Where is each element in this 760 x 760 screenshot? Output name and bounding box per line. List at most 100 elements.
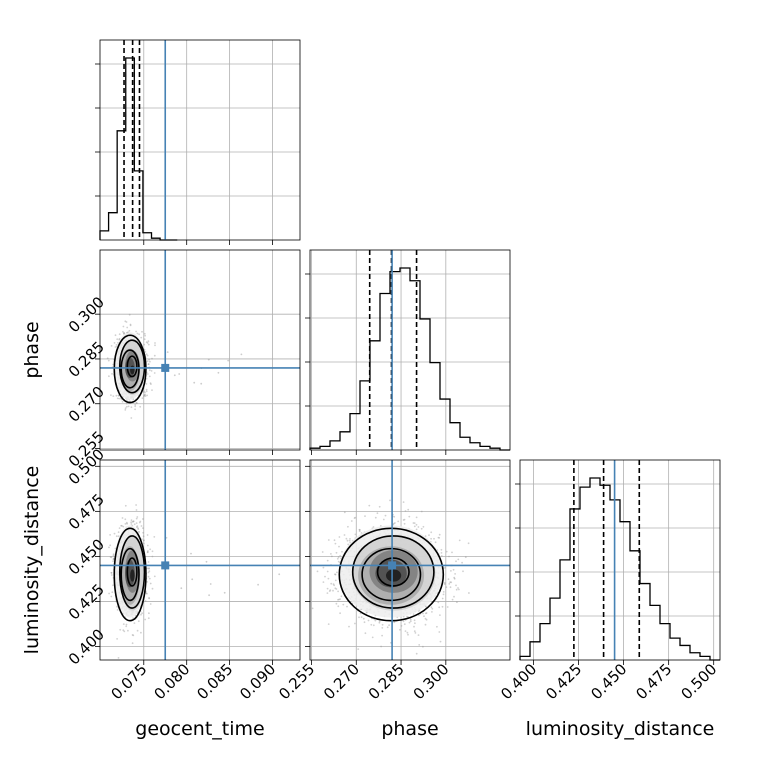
luminosity_distance_vs_phase-point-29 xyxy=(388,624,390,627)
phase_vs_geocent_time-point-390 xyxy=(136,402,138,405)
luminosity_distance_vs_geocent_time-outlier-7 xyxy=(205,560,208,563)
phase_vs_geocent_time-point-189 xyxy=(141,330,143,333)
luminosity_distance_vs_phase-point-1443 xyxy=(461,561,463,564)
luminosity_distance_vs_geocent_time-point-562 xyxy=(112,558,115,561)
luminosity_distance_vs_phase-truth-marker xyxy=(388,561,397,570)
phase_vs_geocent_time-outlier-11 xyxy=(166,351,169,353)
phase_vs_geocent_time-plot-area xyxy=(100,250,300,450)
phase_vs_geocent_time-point-391 xyxy=(154,344,156,347)
luminosity_distance_vs_phase-outlier-1 xyxy=(468,592,470,594)
phase_vs_geocent_time-point-126 xyxy=(124,320,127,323)
luminosity_distance_vs_geocent_time-point-277 xyxy=(123,630,126,633)
phase_vs_geocent_time-point-1012 xyxy=(146,354,149,357)
luminosity_distance_vs_geocent_time-point-249 xyxy=(130,523,133,525)
luminosity_distance_vs_phase-point-242 xyxy=(420,510,423,513)
luminosity_distance_vs_geocent_time-point-548 xyxy=(135,509,138,511)
luminosity_distance_vs_geocent_time-point-190 xyxy=(120,524,122,527)
luminosity_distance_vs_geocent_time-point-636 xyxy=(115,535,118,538)
luminosity_distance_vs_geocent_time-point-854 xyxy=(143,542,145,545)
luminosity_distance_vs_phase-plot-area xyxy=(310,460,510,660)
luminosity_distance_vs_phase-point-1341 xyxy=(425,605,427,608)
phase_vs_geocent_time-point-521 xyxy=(127,405,130,408)
luminosity_distance_vs_phase-point-1451 xyxy=(321,551,324,553)
luminosity_distance_vs_phase-point-1777 xyxy=(407,508,410,511)
luminosity_distance_vs_phase-point-1064 xyxy=(444,566,446,569)
luminosity_distance_vs_phase-point-1069 xyxy=(353,517,356,519)
luminosity_distance_vs_phase-point-109 xyxy=(413,619,416,622)
luminosity_distance_vs_phase-point-914 xyxy=(360,616,363,619)
phase_vs_geocent_time-point-231 xyxy=(148,369,151,372)
luminosity_distance_vs_geocent_time-point-46 xyxy=(116,609,119,611)
luminosity_distance_vs_phase-point-1160 xyxy=(458,588,460,591)
luminosity_distance_vs_phase-point-1101 xyxy=(338,598,340,601)
luminosity_distance_vs_phase-point-667 xyxy=(358,616,360,619)
luminosity_distance_vs_phase-point-126 xyxy=(446,606,449,608)
phase_vs_geocent_time-point-266 xyxy=(125,405,128,408)
luminosity_distance_vs_phase-point-519 xyxy=(330,582,333,585)
luminosity_distance_vs_geocent_time-point-775 xyxy=(143,539,145,542)
phase_vs_geocent_time-point-780 xyxy=(124,409,127,411)
phase_vs_geocent_time-outlier-8 xyxy=(240,353,243,356)
luminosity_distance_vs_phase-point-973 xyxy=(336,557,339,560)
luminosity_distance_vs_phase-point-309 xyxy=(334,573,336,576)
luminosity_distance_vs_phase-point-1364 xyxy=(338,536,341,538)
luminosity_distance_vs_phase-point-1126 xyxy=(363,621,366,624)
luminosity_distance_vs_geocent_time-point-929 xyxy=(125,521,128,524)
luminosity_distance_vs_phase-point-792 xyxy=(438,631,441,633)
phase_vs_geocent_time-point-1063 xyxy=(146,360,149,363)
phase_vs_geocent_time-point-976 xyxy=(151,357,153,360)
luminosity_distance_vs_geocent_time-outlier-4 xyxy=(209,583,212,585)
luminosity_distance_vs_phase-point-320 xyxy=(422,612,424,615)
luminosity_distance_vs_phase-point-688 xyxy=(392,522,395,525)
luminosity_distance_vs_phase-point-1575 xyxy=(333,539,336,542)
luminosity_distance_vs_geocent_time-point-515 xyxy=(138,521,141,524)
luminosity_distance_vs_geocent_time-point-225 xyxy=(148,612,150,615)
luminosity_distance_vs_phase-point-564 xyxy=(406,615,408,618)
luminosity_distance_vs_phase-point-676 xyxy=(311,607,314,610)
luminosity_distance_vs_phase-point-1683 xyxy=(431,611,433,613)
phase_vs_geocent_time-point-488 xyxy=(111,373,113,375)
luminosity_distance_hist-histogram xyxy=(519,477,720,661)
luminosity_distance_vs_geocent_time-point-818 xyxy=(153,536,156,538)
luminosity_distance_vs_geocent_time-point-125 xyxy=(147,575,150,578)
luminosity_distance_vs_phase-point-308 xyxy=(334,542,337,545)
phase_vs_geocent_time-point-1085 xyxy=(143,332,146,335)
luminosity_distance_vs_geocent_time-point-617 xyxy=(135,522,138,524)
phase_vs_geocent_time-point-441 xyxy=(122,330,124,333)
phase_vs_geocent_time-point-159 xyxy=(150,383,152,385)
luminosity_distance_vs_geocent_time-point-569 xyxy=(153,575,156,578)
phase_vs_geocent_time-point-325 xyxy=(146,342,149,344)
luminosity_distance_vs_geocent_time-point-1090 xyxy=(122,629,125,632)
luminosity_distance_vs_geocent_time-outlier-3 xyxy=(278,573,281,576)
luminosity_distance_vs_phase-point-1090 xyxy=(445,550,448,553)
luminosity_distance_vs_phase-point-1574 xyxy=(415,516,418,519)
luminosity_distance_vs_geocent_time-point-980 xyxy=(148,567,150,570)
phase_vs_geocent_time-outlier-12 xyxy=(227,359,230,362)
luminosity_distance_vs_phase-point-183 xyxy=(378,505,381,508)
phase_vs_geocent_time-point-557 xyxy=(144,334,147,337)
luminosity_distance_vs_phase-point-868 xyxy=(467,542,470,545)
luminosity_distance_vs_geocent_time-point-1018 xyxy=(125,625,128,628)
luminosity_distance_vs_phase-point-577 xyxy=(408,621,411,624)
luminosity_distance_vs_phase-point-192 xyxy=(326,570,329,573)
phase_vs_geocent_time-point-514 xyxy=(149,382,152,385)
luminosity_distance_vs_phase-point-723 xyxy=(378,620,381,623)
luminosity_distance_vs_phase-point-771 xyxy=(454,573,456,575)
luminosity_distance_vs_geocent_time-point-376 xyxy=(130,521,133,524)
phase_vs_geocent_time-point-863 xyxy=(140,336,143,339)
luminosity_distance_vs_phase-point-901 xyxy=(335,588,338,590)
phase_vs_geocent_time-point-347 xyxy=(128,329,131,332)
phase_vs_geocent_time-density-5 xyxy=(130,365,135,375)
luminosity_distance_vs_geocent_time-point-531 xyxy=(113,532,116,535)
luminosity_distance_vs_phase-point-1637 xyxy=(384,514,387,517)
phase_vs_geocent_time-point-1045 xyxy=(147,340,150,343)
luminosity_distance_vs_phase-point-530 xyxy=(440,552,443,554)
luminosity_distance_vs_phase-point-1480 xyxy=(404,510,407,512)
phase_vs_geocent_time-point-432 xyxy=(143,390,145,392)
luminosity_distance_vs_geocent_time-point-1001 xyxy=(117,531,120,534)
luminosity_distance_vs_phase-point-2 xyxy=(428,534,430,536)
luminosity_distance_vs_phase-point-350 xyxy=(339,554,342,557)
geocent_time_hist-frame xyxy=(99,39,301,241)
luminosity_distance_vs_phase-point-1688 xyxy=(408,515,411,518)
